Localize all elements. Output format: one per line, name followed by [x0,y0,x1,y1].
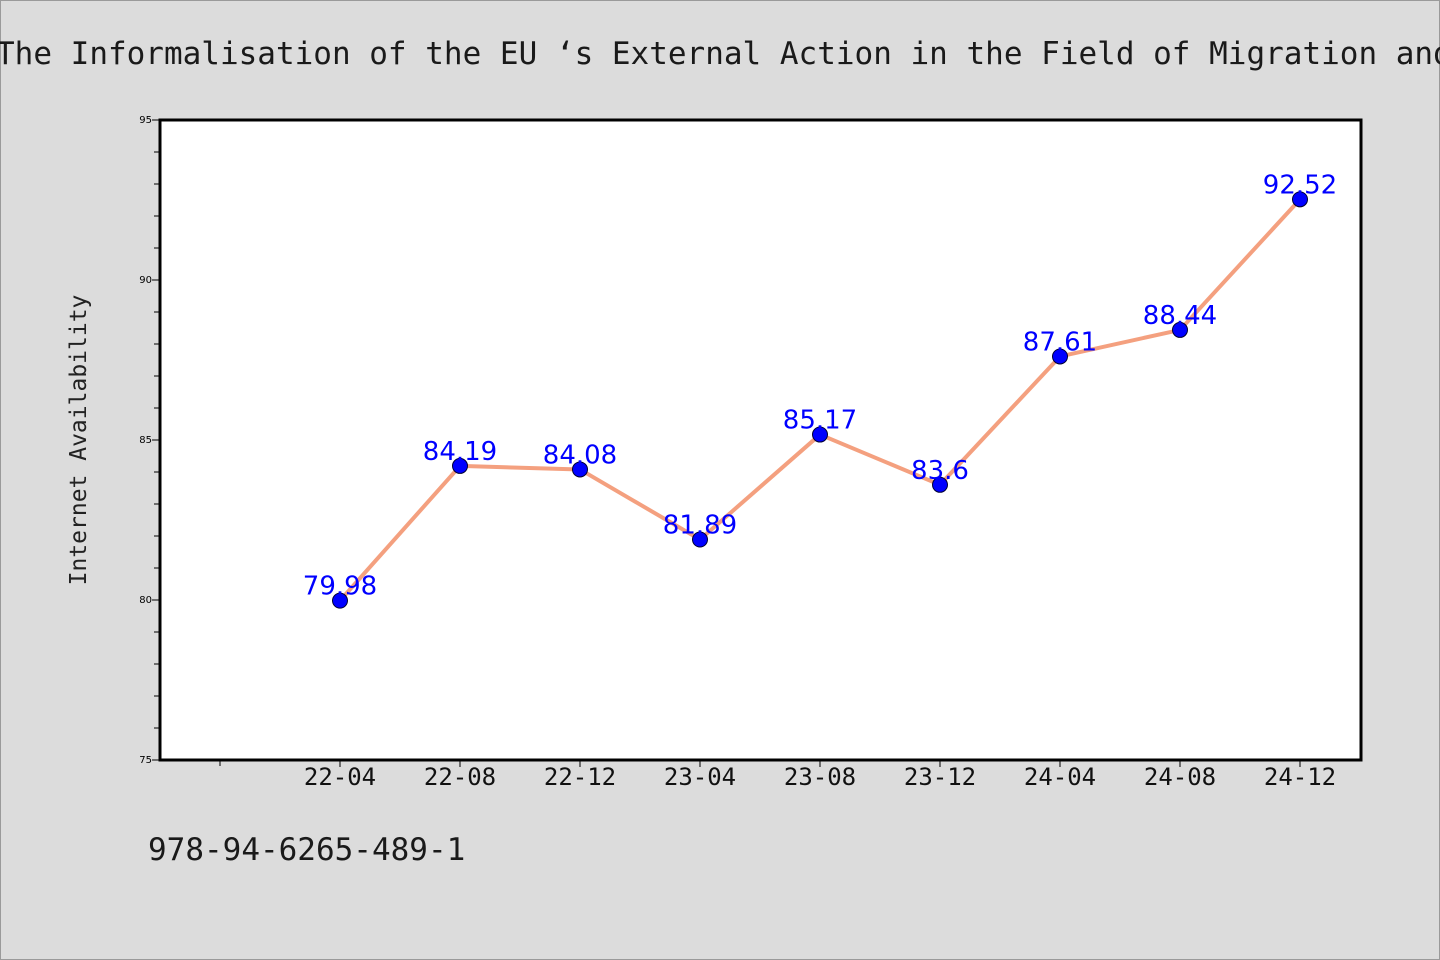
x-tick-label: 24-04 [1024,763,1096,791]
y-tick-label: 90 [139,275,152,286]
x-tick-label: 22-12 [544,763,616,791]
data-label: 83.6 [911,456,969,486]
data-point [812,426,828,443]
isbn-footer: 978-94-6265-489-1 [148,832,466,868]
data-point [932,476,948,493]
data-label: 79.98 [303,572,377,602]
data-point [1172,321,1188,338]
data-label: 92.52 [1263,170,1337,200]
y-axis: 75 80 85 90 95 [139,115,160,766]
data-point [572,461,588,478]
y-tick-label: 95 [139,115,152,126]
data-label: 87.61 [1023,327,1097,357]
data-label: 84.08 [543,440,617,470]
data-label: 81.89 [663,511,737,541]
chart-title: The Informalisation of the EU ‘s Externa… [0,36,1440,72]
x-tick-label: 23-12 [904,763,976,791]
data-point [332,592,348,609]
data-point [692,531,708,548]
series-group: 79.98 84.19 84.08 81.89 85.17 83.6 87.61 88.44 9… [303,170,1337,609]
plot-area [158,118,1363,762]
data-label: 84.19 [423,437,497,467]
y-tick-label: 75 [139,755,152,766]
x-tick-label: 23-04 [664,763,736,791]
y-tick-label: 80 [139,595,152,606]
data-point [1292,191,1308,208]
x-tick-label: 23-08 [784,763,856,791]
x-tick-label: 24-12 [1264,763,1336,791]
x-tick-label: 24-08 [1144,763,1216,791]
data-label: 85.17 [783,406,857,436]
y-axis-label: Internet Availability [66,295,92,586]
x-axis: 22-04 22-08 22-12 23-04 23-08 23-12 24-04 24-08… [219,760,1336,791]
y-tick-label: 85 [139,435,152,446]
data-point [1052,348,1068,365]
x-tick-label: 22-04 [304,763,376,791]
data-label: 88.44 [1143,301,1217,331]
x-tick-label: 22-08 [424,763,496,791]
data-point [452,457,468,474]
